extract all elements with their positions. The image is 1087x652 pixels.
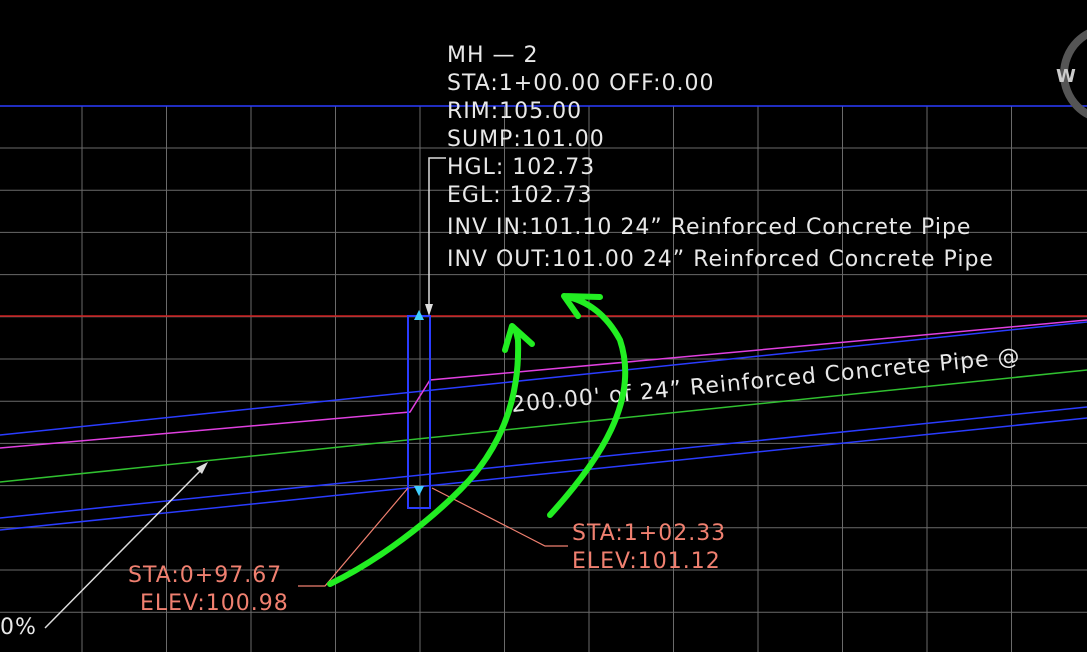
- slope-label: 0%: [0, 615, 37, 640]
- hand-arrow-2: [547, 293, 629, 518]
- pipe-bottom: [0, 417, 1087, 531]
- leader: [428, 157, 446, 312]
- hgl-line: [0, 319, 1087, 449]
- sump-marker: [414, 486, 424, 496]
- structure-label-line: INV OUT:101.00 24” Reinforced Concrete P…: [447, 247, 994, 272]
- structure-label-line: SUMP:101.00: [447, 127, 605, 152]
- right-elev: ELEV:101.12: [572, 549, 721, 574]
- structure-label-line: INV IN:101.10 24” Reinforced Concrete Pi…: [447, 215, 971, 240]
- slope-arrow: [196, 462, 208, 474]
- slope-leader: [44, 465, 206, 629]
- viewcube-west[interactable]: W: [1056, 66, 1077, 87]
- left-leader: [298, 487, 409, 587]
- left-elev: ELEV:100.98: [140, 591, 289, 616]
- pipe-bottom-inner: [0, 406, 1087, 519]
- right-sta: STA:1+02.33: [572, 521, 726, 546]
- viewcube-ring[interactable]: [1060, 28, 1087, 120]
- left-sta: STA:0+97.67: [128, 563, 282, 588]
- structure-label: MH — 2 STA:1+00.00 OFF:0.00 RIM:105.00 SUMP…: [447, 43, 994, 272]
- structure-label-line: HGL: 102.73: [447, 155, 595, 180]
- ground-line: [0, 369, 1087, 483]
- leader-arrow: [425, 304, 433, 316]
- structure-label-line: EGL: 102.73: [447, 183, 593, 208]
- right-leader: [431, 487, 568, 547]
- rim-marker: [414, 310, 424, 320]
- structure-label-line: MH — 2: [447, 43, 539, 68]
- annotation-arrows: [327, 293, 629, 587]
- pipe-top: [0, 321, 1087, 436]
- structure-label-line: STA:1+00.00 OFF:0.00: [447, 71, 715, 96]
- hand-arrow-1: [327, 323, 535, 587]
- structure-label-line: RIM:105.00: [447, 99, 582, 124]
- grid: [0, 106, 1087, 652]
- pipes: [0, 319, 1087, 531]
